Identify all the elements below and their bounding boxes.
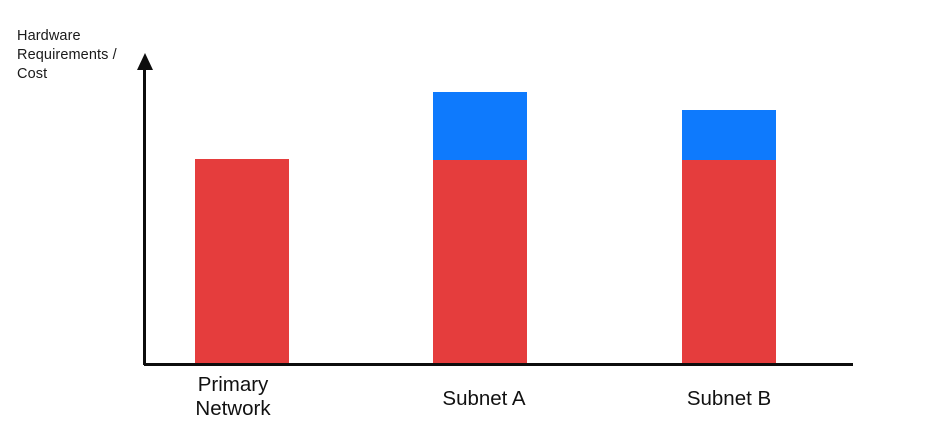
bar-segment-additional-hardware-cost (433, 92, 527, 160)
bar-segment-base-hardware-cost (195, 159, 289, 363)
bar-segment-base-hardware-cost (433, 160, 527, 363)
bar-segment-base-hardware-cost (682, 160, 776, 363)
x-axis-line (144, 363, 853, 366)
x-tick-label-primary-network: Primary Network (195, 373, 271, 420)
y-axis-arrowhead-icon (136, 53, 153, 70)
y-axis-label: Hardware Requirements / Cost (17, 28, 117, 82)
y-axis-line (143, 62, 146, 365)
bar-segment-additional-hardware-cost (682, 110, 776, 160)
x-tick-label-subnet-b: Subnet B (686, 387, 772, 410)
x-tick-label-subnet-a: Subnet A (442, 387, 526, 410)
